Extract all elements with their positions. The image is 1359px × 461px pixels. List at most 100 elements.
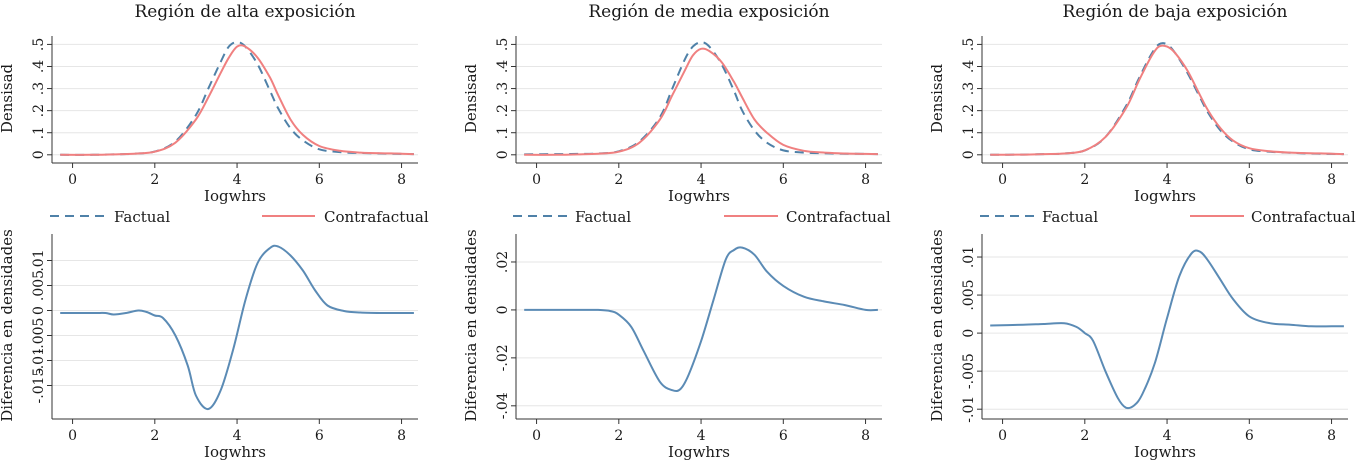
x-tick-label: 8 (397, 172, 406, 188)
y-tick-label: .2 (495, 104, 511, 117)
x-axis-label: Iogwhrs (204, 443, 266, 461)
y-tick-label: -.01 (31, 347, 47, 374)
chart-panel-5: -.04 -.02 0 .02 0 2 4 6 8 Iogwhrs Diferencia en de… (462, 229, 882, 461)
x-tick-label: 4 (1163, 172, 1172, 188)
y-axis-label: Densisad (462, 63, 480, 133)
x-tick-label: 0 (998, 172, 1007, 188)
x-tick-label: 4 (233, 428, 242, 444)
y-tick-label: .01 (31, 249, 47, 271)
y-tick-label: -.005 (31, 318, 47, 354)
x-tick-label: 8 (1327, 172, 1336, 188)
legend-factual-label: Factual (114, 208, 170, 226)
y-tick-label: .005 (961, 279, 977, 310)
y-tick-label: .4 (961, 60, 977, 73)
x-tick-label: 4 (697, 172, 706, 188)
y-tick-label: .2 (961, 104, 977, 117)
x-axis-label: Iogwhrs (1134, 187, 1196, 205)
series-line-contrafactual (990, 44, 1344, 156)
y-tick-label: 0 (31, 306, 47, 315)
x-tick-label: 6 (779, 172, 788, 188)
x-axis-label: Iogwhrs (204, 187, 266, 205)
series-line-factual (60, 41, 414, 156)
y-tick-label: .1 (961, 126, 977, 139)
x-tick-label: 0 (998, 428, 1007, 444)
x-tick-label: 0 (68, 428, 77, 444)
y-tick-label: .3 (31, 82, 47, 95)
y-tick-label: .1 (31, 126, 47, 139)
series-line-diferencia (524, 246, 878, 393)
y-tick-label: -.02 (495, 344, 511, 371)
legend-2: Factual Contrafactual (513, 208, 891, 226)
y-tick-label: .02 (495, 251, 511, 273)
x-tick-label: 4 (1163, 428, 1172, 444)
x-tick-label: 8 (861, 428, 870, 444)
y-tick-label: 0 (495, 150, 511, 159)
x-tick-label: 6 (315, 172, 324, 188)
y-tick-label: .005 (31, 270, 47, 301)
y-tick-label: .2 (31, 104, 47, 117)
x-tick-label: 2 (1080, 428, 1089, 444)
y-tick-label: .3 (495, 82, 511, 95)
x-tick-label: 6 (315, 428, 324, 444)
legend-contrafactual-label: Contrafactual (786, 208, 891, 226)
x-axis-label: Iogwhrs (668, 443, 730, 461)
x-tick-label: 8 (397, 428, 406, 444)
chart-panel-3: 0 .1 .2 .3 .4 .5 0 2 4 6 8 Iogwhrs Densisad Región de… (928, 2, 1348, 205)
x-tick-label: 8 (861, 172, 870, 188)
y-tick-label: -.005 (961, 353, 977, 389)
chart-panel-6: -.01 -.005 0 .005 .01 0 2 4 6 8 Iogwhrs Diferencia … (928, 229, 1348, 461)
y-tick-label: .4 (31, 60, 47, 73)
series-line-contrafactual (60, 44, 414, 156)
legend-1: Factual Contrafactual (50, 208, 429, 226)
y-tick-label: .5 (961, 38, 977, 51)
y-tick-label: .01 (961, 246, 977, 268)
series-line-factual (524, 41, 878, 156)
legend-contrafactual-label: Contrafactual (1251, 208, 1356, 226)
y-tick-label: .5 (31, 38, 47, 51)
x-tick-label: 6 (1245, 172, 1254, 188)
x-axis-label: Iogwhrs (1134, 443, 1196, 461)
x-tick-label: 0 (532, 172, 541, 188)
series-line-contrafactual (524, 47, 878, 156)
chart-title: Región de alta exposición (134, 2, 355, 22)
y-axis-label: Densisad (0, 63, 16, 133)
x-tick-label: 2 (614, 172, 623, 188)
legend-contrafactual-label: Contrafactual (324, 208, 429, 226)
x-tick-label: 6 (1245, 428, 1254, 444)
y-tick-label: -.015 (31, 368, 47, 404)
x-tick-label: 4 (233, 172, 242, 188)
chart-panel-1: 0 .1 .2 .3 .4 .5 0 2 4 6 8 Iogwhrs Densisad Región de… (0, 2, 418, 205)
series-line-factual (990, 42, 1344, 156)
y-tick-label: .3 (961, 82, 977, 95)
y-tick-label: 0 (961, 150, 977, 159)
y-tick-label: -.01 (961, 396, 977, 423)
y-tick-label: 0 (31, 150, 47, 159)
y-axis-label: Densisad (928, 63, 946, 133)
y-tick-label: .4 (495, 60, 511, 73)
legend-factual-label: Factual (1042, 208, 1098, 226)
x-tick-label: 2 (150, 428, 159, 444)
y-tick-label: -.04 (495, 392, 511, 419)
y-tick-label: 0 (961, 329, 977, 338)
y-tick-label: 0 (495, 305, 511, 314)
chart-panel-2: 0 .1 .2 .3 .4 .5 0 2 4 6 8 Iogwhrs Densisad Región de… (462, 2, 882, 205)
series-line-diferencia (60, 244, 414, 411)
chart-title: Región de baja exposición (1062, 2, 1287, 22)
x-tick-label: 2 (614, 428, 623, 444)
x-tick-label: 2 (150, 172, 159, 188)
y-tick-label: .1 (495, 126, 511, 139)
y-axis-label: Diferencia en densidades (0, 229, 16, 422)
x-axis-label: Iogwhrs (668, 187, 730, 205)
chart-panel-4: -.015-.01-.005 0 .005.01 0 2 4 6 8 Iogwhrs Difere… (0, 229, 418, 461)
y-tick-label: .5 (495, 38, 511, 51)
x-tick-label: 8 (1327, 428, 1336, 444)
y-axis-label: Diferencia en densidades (462, 229, 480, 422)
x-tick-label: 4 (697, 428, 706, 444)
legend-factual-label: Factual (575, 208, 631, 226)
y-axis-label: Diferencia en densidades (928, 229, 946, 422)
x-tick-label: 2 (1080, 172, 1089, 188)
series-line-diferencia (990, 249, 1344, 410)
legend-3: Factual Contrafactual (980, 208, 1356, 226)
x-tick-label: 6 (779, 428, 788, 444)
